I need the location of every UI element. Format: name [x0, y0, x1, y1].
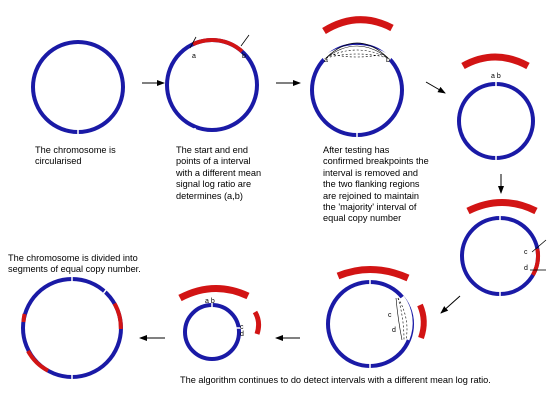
circle-step-1: [31, 40, 125, 135]
breakpoint-label-c-7: c: [240, 324, 244, 331]
circle-step-3: a b: [310, 16, 404, 137]
breakpoint-label-d-5: d: [524, 265, 528, 272]
bottom-caption: The algorithm continues to do detect int…: [180, 375, 491, 385]
removed-interval: [322, 16, 394, 35]
breakpoint-label-d-7: d: [240, 331, 244, 338]
breakpoint-label-b-3: b: [386, 57, 390, 64]
circle-step-7: a b c d: [178, 284, 262, 361]
caption-step-2: The start and end points of a interval w…: [176, 145, 262, 201]
breakpoint-label-ab-4: a b: [491, 73, 501, 80]
arrow-3: [425, 81, 446, 94]
caption-step-3: After testing has confirmed breakpoints …: [323, 145, 429, 224]
breakpoint-label-ab-7: a b: [205, 298, 215, 305]
caption-step-1: The chromosome is circularised: [35, 145, 116, 167]
breakpoint-label-c-5: c: [524, 249, 528, 256]
breakpoint-label-c-6: c: [388, 312, 392, 319]
cd-interval-segment: [417, 303, 427, 339]
arrow-5: [440, 295, 461, 314]
circle-step-2: a b: [165, 34, 259, 133]
breakpoint-label-a-3: a: [324, 57, 328, 64]
circle-step-5: c d: [460, 199, 547, 297]
breakpoint-label-d-6: d: [392, 327, 396, 334]
circle-step-6: c d: [326, 265, 427, 368]
caption-step-8: The chromosome is divided into segments …: [8, 253, 141, 275]
breakpoint-label-a: a: [192, 53, 196, 60]
breakpoint-label-b: b: [242, 53, 246, 60]
circle-step-4: a b: [457, 53, 535, 160]
detached-interval: [461, 53, 530, 70]
circle-step-8: [21, 276, 123, 380]
